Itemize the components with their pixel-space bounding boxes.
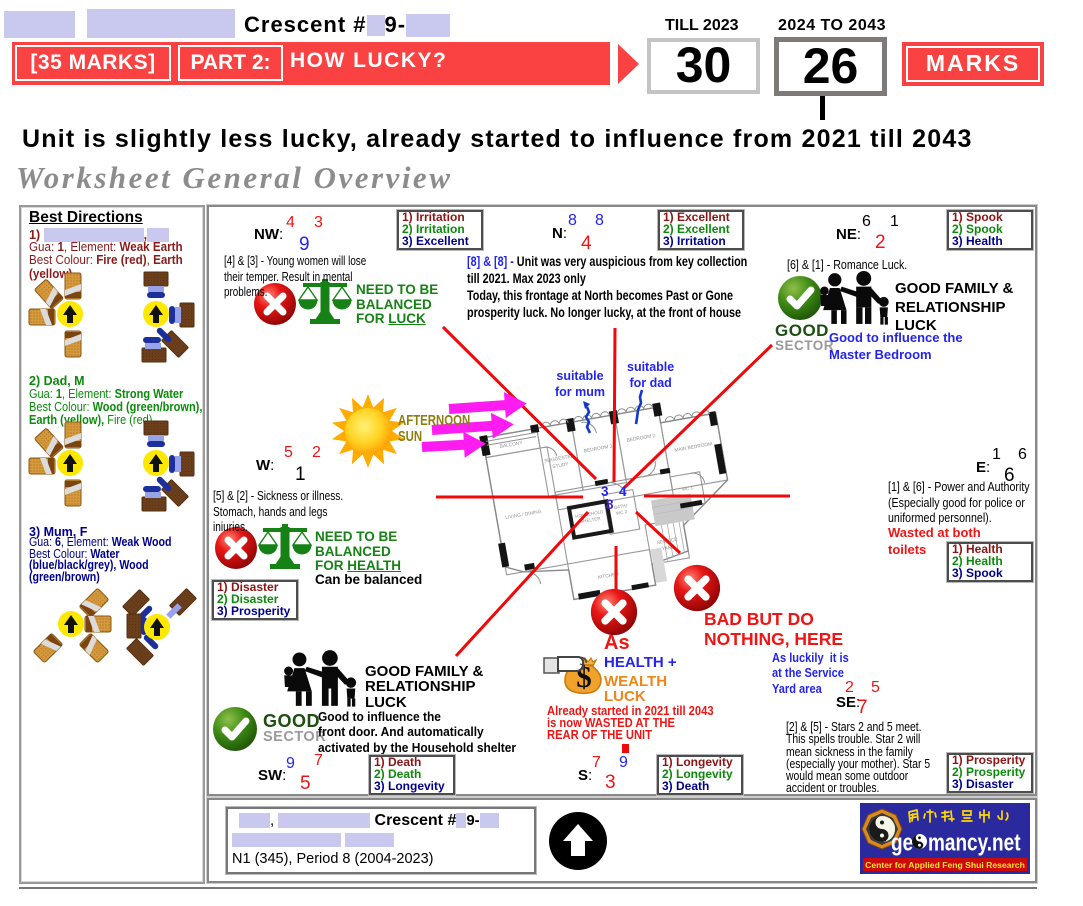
svg-text:MAIN BEDROOM: MAIN BEDROOM	[674, 441, 713, 454]
svg-text:BEDROOM 3: BEDROOM 3	[583, 443, 613, 454]
svg-text:mancy.net: mancy.net	[928, 830, 1021, 857]
svg-text:HOUSEHOLD: HOUSEHOLD	[575, 509, 605, 519]
svg-text:ge: ge	[891, 830, 913, 857]
svg-text:WC 2: WC 2	[616, 509, 628, 516]
svg-text:KITCHEN: KITCHEN	[598, 571, 620, 581]
svg-text:LIVING / DINING: LIVING / DINING	[505, 509, 542, 521]
svg-text:BATH/: BATH/	[614, 503, 628, 510]
svg-text:Center for Applied Feng Shui R: Center for Applied Feng Shui Research	[865, 860, 1025, 870]
svg-text:WC 1: WC 1	[681, 485, 693, 492]
svg-text:SUGGESTED: SUGGESTED	[544, 453, 575, 464]
svg-text:STUDY: STUDY	[552, 461, 570, 470]
svg-text:SHELTER: SHELTER	[580, 516, 602, 525]
svg-text:BALCONY: BALCONY	[499, 440, 523, 450]
svg-text:BEDROOM 2: BEDROOM 2	[626, 433, 656, 444]
svg-text:YARD: YARD	[662, 544, 676, 552]
